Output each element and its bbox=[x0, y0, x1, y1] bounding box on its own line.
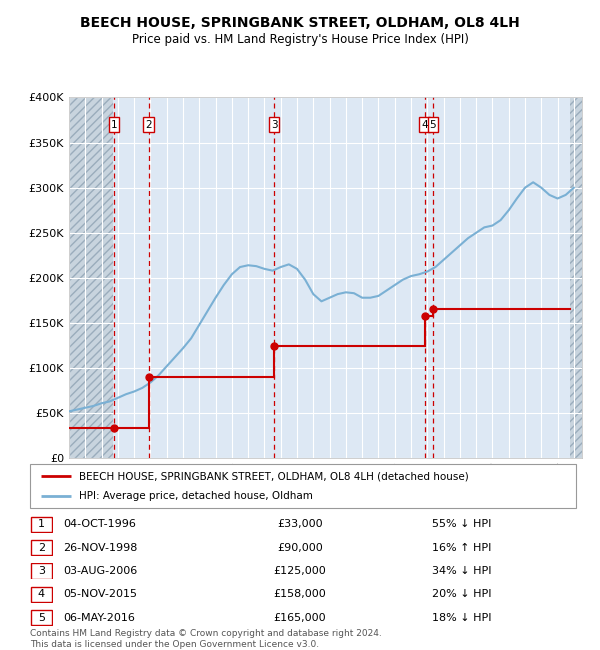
FancyBboxPatch shape bbox=[31, 517, 52, 532]
FancyBboxPatch shape bbox=[30, 464, 576, 508]
FancyBboxPatch shape bbox=[31, 610, 52, 625]
Text: 3: 3 bbox=[38, 566, 45, 576]
Text: BEECH HOUSE, SPRINGBANK STREET, OLDHAM, OL8 4LH (detached house): BEECH HOUSE, SPRINGBANK STREET, OLDHAM, … bbox=[79, 471, 469, 481]
Text: 4: 4 bbox=[38, 590, 45, 599]
Text: £125,000: £125,000 bbox=[274, 566, 326, 576]
Text: 1: 1 bbox=[38, 519, 45, 529]
Text: 2: 2 bbox=[145, 120, 152, 129]
Text: 05-NOV-2015: 05-NOV-2015 bbox=[63, 590, 137, 599]
Text: 20% ↓ HPI: 20% ↓ HPI bbox=[432, 590, 491, 599]
Text: 16% ↑ HPI: 16% ↑ HPI bbox=[432, 543, 491, 552]
Text: £165,000: £165,000 bbox=[274, 613, 326, 623]
Text: 55% ↓ HPI: 55% ↓ HPI bbox=[432, 519, 491, 529]
Text: £33,000: £33,000 bbox=[277, 519, 323, 529]
Text: 5: 5 bbox=[430, 120, 436, 129]
Text: 04-OCT-1996: 04-OCT-1996 bbox=[63, 519, 136, 529]
Text: 5: 5 bbox=[38, 613, 45, 623]
FancyBboxPatch shape bbox=[31, 587, 52, 602]
Text: 2: 2 bbox=[38, 543, 45, 552]
Text: HPI: Average price, detached house, Oldham: HPI: Average price, detached house, Oldh… bbox=[79, 491, 313, 501]
Text: £158,000: £158,000 bbox=[274, 590, 326, 599]
Text: Contains HM Land Registry data © Crown copyright and database right 2024.
This d: Contains HM Land Registry data © Crown c… bbox=[30, 629, 382, 649]
Text: Price paid vs. HM Land Registry's House Price Index (HPI): Price paid vs. HM Land Registry's House … bbox=[131, 32, 469, 46]
Text: 34% ↓ HPI: 34% ↓ HPI bbox=[432, 566, 491, 576]
Text: 4: 4 bbox=[421, 120, 428, 129]
Text: 03-AUG-2006: 03-AUG-2006 bbox=[63, 566, 137, 576]
Text: 1: 1 bbox=[110, 120, 117, 129]
FancyBboxPatch shape bbox=[31, 564, 52, 578]
Text: 06-MAY-2016: 06-MAY-2016 bbox=[63, 613, 135, 623]
Text: 18% ↓ HPI: 18% ↓ HPI bbox=[432, 613, 491, 623]
Text: BEECH HOUSE, SPRINGBANK STREET, OLDHAM, OL8 4LH: BEECH HOUSE, SPRINGBANK STREET, OLDHAM, … bbox=[80, 16, 520, 31]
Text: 3: 3 bbox=[271, 120, 277, 129]
Bar bbox=[69, 98, 113, 458]
Text: £90,000: £90,000 bbox=[277, 543, 323, 552]
Bar bbox=[570, 98, 582, 458]
Text: 26-NOV-1998: 26-NOV-1998 bbox=[63, 543, 137, 552]
FancyBboxPatch shape bbox=[31, 540, 52, 555]
